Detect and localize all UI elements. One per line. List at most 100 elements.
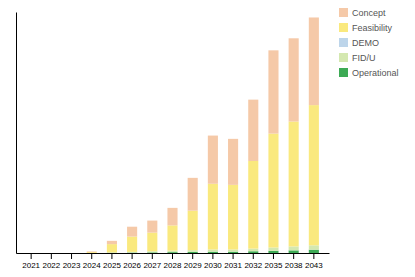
bar — [167, 208, 177, 226]
x-tick-label: 2035 — [265, 261, 283, 270]
x-axis: 2021202220232024202520262027202820292030… — [17, 253, 330, 270]
bar — [289, 246, 299, 250]
bar — [188, 211, 198, 250]
bar — [87, 252, 97, 253]
bars — [87, 17, 319, 253]
bar — [147, 251, 157, 252]
x-tick: 2022 — [42, 253, 60, 270]
x-tick-mark — [152, 253, 153, 259]
x-tick: 2025 — [103, 253, 121, 270]
legend-label: Operational — [352, 68, 399, 78]
legend-item: FID/U — [339, 53, 376, 63]
bar — [26, 253, 36, 254]
legend-item: DEMO — [339, 38, 379, 48]
bar — [66, 253, 76, 254]
legend-item: Concept — [339, 8, 386, 18]
legend-swatch — [339, 53, 348, 62]
x-tick: 2030 — [204, 253, 222, 270]
bar — [26, 253, 36, 254]
bar — [268, 251, 278, 253]
x-tick: 2021 — [22, 253, 40, 270]
x-tick-mark — [313, 253, 314, 259]
legend-label: Feasibility — [352, 23, 393, 33]
series — [87, 17, 319, 252]
bar — [228, 249, 238, 251]
bar — [268, 248, 278, 251]
x-tick-mark — [293, 253, 294, 259]
legend-item: Operational — [339, 68, 399, 78]
chart: 2021202220232024202520262027202820292030… — [0, 0, 415, 277]
bar — [87, 253, 97, 254]
x-tick-label: 2038 — [285, 261, 303, 270]
x-tick: 2023 — [63, 253, 81, 270]
y-axis-line — [16, 13, 17, 254]
bar — [248, 251, 258, 253]
legend-swatch — [339, 68, 348, 77]
legend-label: FID/U — [352, 53, 376, 63]
bar — [66, 253, 76, 254]
x-tick-label: 2029 — [184, 261, 202, 270]
x-tick-mark — [233, 253, 234, 259]
bar — [127, 227, 137, 237]
bar — [26, 253, 36, 254]
bar — [46, 253, 56, 254]
bar — [208, 136, 218, 184]
x-tick: 2027 — [143, 253, 161, 270]
bar — [309, 105, 319, 245]
bar — [309, 250, 319, 253]
bar — [127, 237, 137, 252]
x-tick-mark — [51, 253, 52, 259]
bar — [66, 253, 76, 254]
legend-swatch — [339, 8, 348, 17]
bar — [87, 251, 97, 253]
x-tick-label: 2026 — [123, 261, 141, 270]
bar — [26, 253, 36, 254]
legend: Concept Feasibility DEMO FID/U Operational — [339, 8, 399, 78]
y-axis — [16, 13, 17, 254]
legend-item: Feasibility — [339, 23, 393, 33]
x-tick: 2024 — [83, 253, 101, 270]
series — [107, 250, 319, 253]
x-tick-mark — [132, 253, 133, 259]
x-tick-mark — [91, 253, 92, 259]
bar — [188, 250, 198, 252]
bar — [46, 253, 56, 254]
x-tick-mark — [31, 253, 32, 259]
bar — [309, 17, 319, 105]
bar — [248, 100, 258, 161]
x-tick-mark — [71, 253, 72, 259]
bar — [26, 253, 36, 254]
bar — [228, 185, 238, 250]
x-tick-label: 2028 — [164, 261, 182, 270]
bar — [248, 161, 258, 249]
bar — [228, 139, 238, 185]
bar — [46, 253, 56, 254]
legend-label: Concept — [352, 8, 386, 18]
x-tick-label: 2022 — [42, 261, 60, 270]
bar — [147, 233, 157, 252]
bar — [46, 253, 56, 254]
bar — [188, 178, 198, 211]
bar — [208, 249, 218, 251]
bar — [167, 225, 177, 250]
bar — [289, 250, 299, 253]
x-tick-mark — [192, 253, 193, 259]
bar — [309, 245, 319, 249]
bar — [268, 50, 278, 133]
x-tick-label: 2032 — [244, 261, 262, 270]
bar — [208, 184, 218, 250]
bar — [248, 249, 258, 252]
bar — [147, 252, 157, 253]
x-tick-mark — [111, 253, 112, 259]
x-tick-mark — [273, 253, 274, 259]
legend-swatch — [339, 38, 348, 47]
x-tick-label: 2030 — [204, 261, 222, 270]
plot: 2021202220232024202520262027202820292030… — [17, 13, 330, 270]
bar — [289, 38, 299, 121]
x-tick: 2026 — [123, 253, 141, 270]
x-tick-label: 2031 — [224, 261, 242, 270]
bar — [87, 253, 97, 254]
x-tick-mark — [212, 253, 213, 259]
x-tick-mark — [172, 253, 173, 259]
x-tick: 2029 — [184, 253, 202, 270]
